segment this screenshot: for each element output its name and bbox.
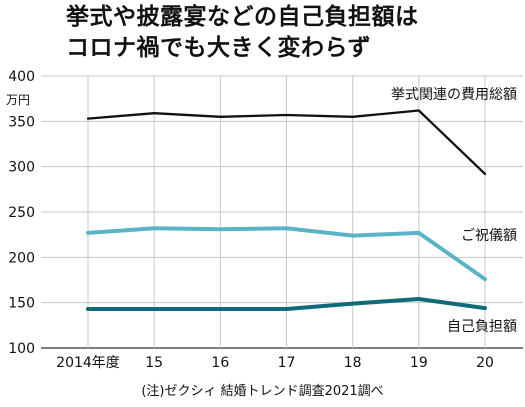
- y-tick-label: 400: [8, 69, 35, 85]
- y-tick-label: 250: [8, 205, 35, 221]
- x-tick-label: 15: [145, 355, 163, 371]
- y-tick-label: 300: [8, 160, 35, 176]
- x-tick-label: 2014年度: [56, 355, 120, 371]
- x-tick-label: 20: [476, 355, 494, 371]
- series-label-2: ご祝儀額: [461, 228, 517, 244]
- y-tick-label: 150: [8, 296, 35, 312]
- series-layer: [86, 109, 487, 311]
- y-tick-label: 200: [8, 250, 35, 266]
- series-line-3: [86, 297, 487, 311]
- chart-title-line-1: 挙式や披露宴などの自己負担額は: [66, 4, 419, 30]
- source-note: (注)ゼクシィ 結婚トレンド調査2021調べ: [141, 384, 384, 399]
- x-tick-label: 19: [410, 355, 428, 371]
- series-label-1: 挙式関連の費用総額: [391, 87, 517, 103]
- series-line-1: [86, 109, 487, 176]
- x-tick-label: 16: [211, 355, 229, 371]
- y-axis-unit: 万円: [6, 93, 30, 107]
- chart-title-line-2: コロナ禍でも大きく変わらず: [66, 35, 372, 61]
- y-tick-label: 350: [8, 114, 35, 130]
- axis-layer: 100 150 200 250 300 350 400 2014年度 15 16 17 18 19 20 万…: [6, 69, 494, 371]
- x-tick-label: 17: [278, 355, 296, 371]
- x-tick-label: 18: [344, 355, 362, 371]
- y-tick-label: 100: [8, 341, 35, 357]
- series-label-3: 自己負担額: [447, 319, 517, 335]
- series-line-2: [86, 226, 487, 282]
